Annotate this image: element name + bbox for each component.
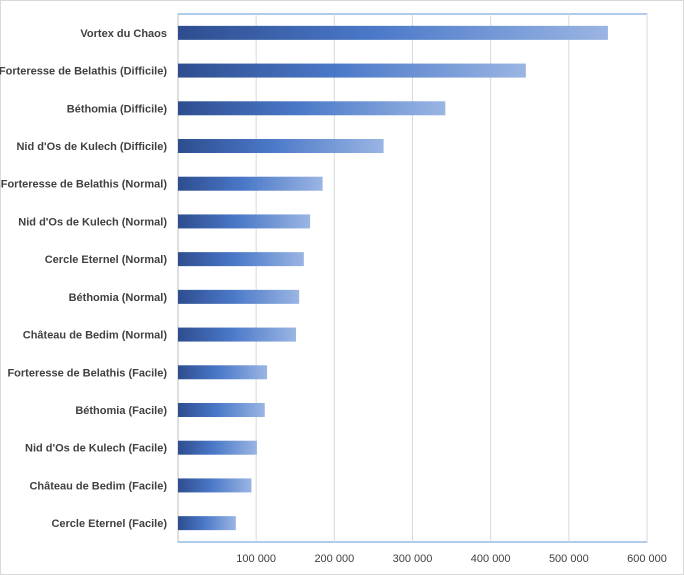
x-tick-label: 100 000 xyxy=(236,553,276,565)
category-label: Nid d'Os de Kulech (Normal) xyxy=(18,216,167,228)
category-label: Cercle Eternel (Facile) xyxy=(51,518,167,530)
category-label: Nid d'Os de Kulech (Facile) xyxy=(25,443,167,455)
category-label: Béthomia (Normal) xyxy=(69,292,168,304)
bar xyxy=(178,63,526,78)
category-labels: Vortex du Chaos Forteresse de Belathis (D… xyxy=(0,28,167,530)
bar xyxy=(178,440,257,455)
bar xyxy=(178,25,608,40)
category-label: Forteresse de Belathis (Difficile) xyxy=(0,66,167,78)
x-tick-label: 600 000 xyxy=(627,553,667,565)
bar xyxy=(178,403,265,417)
category-label: Béthomia (Facile) xyxy=(75,405,167,417)
x-tick-label: 300 000 xyxy=(393,553,433,565)
x-tick-label: 400 000 xyxy=(471,553,511,565)
x-tick-label: 500 000 xyxy=(549,553,589,565)
bar xyxy=(178,289,300,304)
bar xyxy=(178,139,384,153)
bar xyxy=(178,365,268,380)
x-tick-label: 200 000 xyxy=(314,553,354,565)
category-label: Château de Bedim (Normal) xyxy=(23,330,168,342)
category-label: Château de Bedim (Facile) xyxy=(29,480,167,492)
category-label: Forteresse de Belathis (Facile) xyxy=(7,367,167,379)
bar xyxy=(178,327,297,342)
x-tick-labels: 100 000 200 000 300 000 400 000 500 000 600 0… xyxy=(236,553,667,565)
bar xyxy=(178,101,446,116)
bar xyxy=(178,516,236,531)
category-label: Forteresse de Belathis (Normal) xyxy=(1,179,168,191)
bar xyxy=(178,214,311,229)
bar xyxy=(178,478,252,493)
category-label: Vortex du Chaos xyxy=(80,28,167,40)
category-label: Nid d'Os de Kulech (Difficile) xyxy=(16,141,167,153)
category-label: Cercle Eternel (Normal) xyxy=(45,254,168,266)
bars xyxy=(178,25,608,531)
bar xyxy=(178,252,304,267)
bar xyxy=(178,176,323,191)
category-label: Béthomia (Difficile) xyxy=(67,103,168,115)
